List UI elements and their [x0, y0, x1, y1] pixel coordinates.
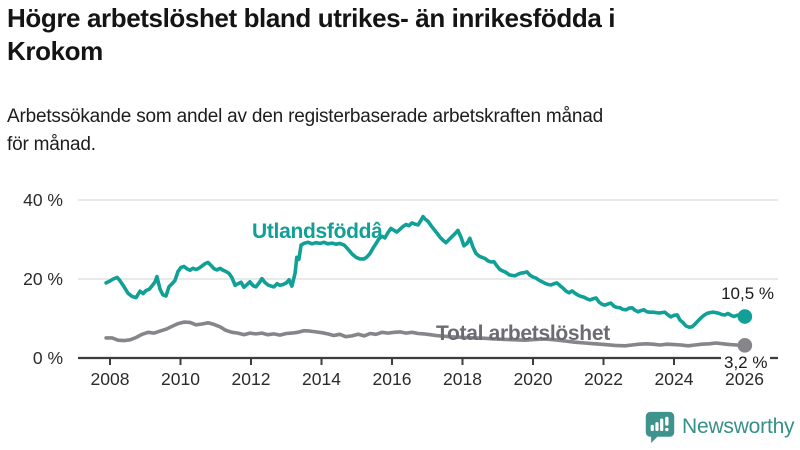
x-axis-label-2022: 2022 — [584, 369, 623, 389]
page-title: Högre arbetslöshet bland utrikes- än inr… — [7, 2, 795, 68]
chart-subtitle: Arbetssökande som andel av den registerb… — [7, 103, 795, 159]
page-title-line1: Högre arbetslöshet bland utrikes- än inr… — [7, 3, 616, 33]
end-value-total-arbetsloshet: 3,2 % — [721, 353, 771, 373]
y-axis-label-20: 20 % — [23, 269, 63, 289]
x-axis-label-2016: 2016 — [373, 369, 412, 389]
newsworthy-wordmark: Newsworthy — [682, 415, 795, 438]
newsworthy-logo[interactable]: Newsworthy — [644, 410, 795, 444]
end-dot-utlandsf-dda — [737, 309, 753, 324]
line-utlandsf-dda — [104, 214, 747, 330]
series-label-utlandsfodda: Utlandsföddâ — [252, 220, 383, 243]
end-dot-total-arbetsl-shet — [737, 338, 753, 353]
newsworthy-icon — [644, 410, 676, 444]
y-axis-label-40: 40 % — [23, 190, 63, 210]
x-axis-label-2026: 2026 — [725, 369, 764, 389]
x-axis-label-2014: 2014 — [302, 369, 341, 389]
series-label-total-arbetsloshet: Total arbetslöshet — [436, 322, 610, 345]
x-axis-label-2012: 2012 — [232, 369, 271, 389]
x-axis-label-2018: 2018 — [443, 369, 482, 389]
x-axis-label-2020: 2020 — [514, 369, 553, 389]
x-axis-label-2010: 2010 — [161, 369, 200, 389]
page-title-line2: Krokom — [7, 36, 103, 66]
end-value-utlandsfodda: 10,5 % — [721, 284, 774, 303]
y-axis-label-0: 0 % — [33, 348, 63, 368]
x-axis-label-2024: 2024 — [655, 369, 694, 389]
x-axis-label-2008: 2008 — [91, 369, 130, 389]
chart-subtitle-line1: Arbetssökande som andel av den registerb… — [7, 106, 604, 127]
line-total-arbetsl-shet — [104, 320, 747, 348]
chart-subtitle-line2: för månad. — [7, 134, 96, 155]
